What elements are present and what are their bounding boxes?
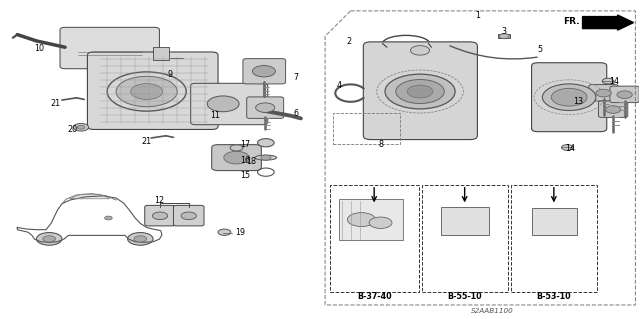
Text: 1: 1 [476, 11, 481, 20]
Circle shape [596, 89, 611, 97]
Circle shape [617, 91, 632, 99]
Circle shape [551, 88, 587, 106]
FancyBboxPatch shape [246, 97, 284, 118]
Circle shape [43, 236, 56, 242]
Circle shape [499, 33, 509, 39]
Bar [532, 208, 577, 235]
Circle shape [444, 211, 485, 231]
Text: 4: 4 [337, 81, 342, 90]
Bar [422, 185, 508, 292]
Text: 10: 10 [35, 44, 45, 53]
Circle shape [207, 96, 239, 112]
Text: 13: 13 [573, 97, 583, 107]
Text: 18: 18 [246, 157, 256, 166]
Text: 14: 14 [565, 144, 575, 153]
Circle shape [104, 216, 112, 220]
Text: 21: 21 [141, 137, 152, 146]
Ellipse shape [255, 155, 276, 160]
Circle shape [452, 215, 477, 227]
FancyBboxPatch shape [191, 83, 268, 125]
Text: 6: 6 [293, 109, 298, 118]
Circle shape [127, 233, 153, 245]
FancyBboxPatch shape [173, 205, 204, 226]
Circle shape [260, 155, 271, 160]
Circle shape [257, 139, 274, 147]
FancyBboxPatch shape [589, 85, 618, 101]
FancyBboxPatch shape [212, 145, 261, 171]
Circle shape [255, 103, 275, 112]
Bar [441, 207, 489, 235]
Circle shape [134, 236, 147, 242]
Text: 21: 21 [51, 99, 61, 108]
Circle shape [369, 217, 392, 228]
FancyBboxPatch shape [598, 101, 628, 117]
Circle shape [410, 46, 429, 55]
Circle shape [131, 84, 163, 100]
Text: 11: 11 [210, 111, 220, 120]
Text: S2AAB1100: S2AAB1100 [470, 308, 513, 314]
Circle shape [396, 79, 444, 104]
Circle shape [542, 215, 565, 227]
Circle shape [36, 233, 62, 245]
Text: FR.: FR. [563, 18, 580, 26]
Text: 15: 15 [240, 171, 250, 181]
Circle shape [407, 85, 433, 98]
FancyBboxPatch shape [145, 205, 175, 226]
FancyBboxPatch shape [88, 52, 218, 130]
Circle shape [218, 229, 231, 235]
FancyBboxPatch shape [243, 59, 285, 84]
Text: B-55-10: B-55-10 [447, 292, 482, 301]
Circle shape [561, 145, 573, 150]
Circle shape [535, 212, 573, 231]
FancyBboxPatch shape [60, 27, 159, 69]
Bar [153, 47, 169, 60]
Circle shape [116, 76, 177, 107]
Text: 16: 16 [240, 156, 250, 165]
FancyBboxPatch shape [532, 63, 607, 132]
Text: B-37-40: B-37-40 [357, 292, 392, 301]
Text: 20: 20 [68, 125, 78, 134]
Circle shape [181, 212, 196, 219]
Text: 17: 17 [240, 140, 250, 149]
Text: 3: 3 [501, 27, 506, 36]
Bar [333, 113, 399, 144]
Polygon shape [70, 194, 109, 199]
Circle shape [602, 78, 614, 84]
FancyBboxPatch shape [610, 86, 639, 103]
Circle shape [542, 84, 596, 110]
Bar [339, 199, 403, 240]
Bar [499, 34, 510, 38]
Text: 12: 12 [154, 196, 164, 205]
Circle shape [605, 106, 621, 113]
Text: 19: 19 [236, 228, 245, 237]
Text: 2: 2 [346, 37, 351, 46]
Text: 5: 5 [537, 45, 543, 54]
Text: 9: 9 [168, 70, 173, 78]
Text: 8: 8 [378, 140, 383, 149]
Circle shape [152, 212, 168, 219]
Circle shape [252, 66, 275, 77]
Circle shape [224, 151, 249, 164]
Text: 7: 7 [293, 73, 298, 82]
Text: 14: 14 [609, 77, 620, 85]
FancyBboxPatch shape [364, 42, 477, 140]
Bar [330, 185, 419, 292]
Circle shape [348, 213, 376, 226]
FancyArrow shape [582, 15, 634, 30]
Circle shape [385, 74, 455, 109]
Circle shape [77, 125, 85, 129]
Bar [511, 185, 597, 292]
Circle shape [74, 123, 89, 131]
Text: B-53-10: B-53-10 [536, 292, 571, 301]
